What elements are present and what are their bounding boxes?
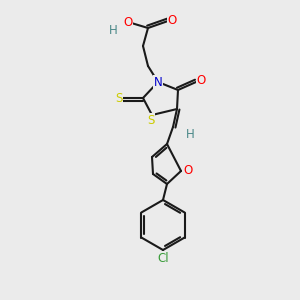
Text: Cl: Cl bbox=[157, 251, 169, 265]
Text: N: N bbox=[154, 76, 162, 88]
Text: S: S bbox=[115, 92, 123, 104]
Text: S: S bbox=[147, 113, 155, 127]
Text: O: O bbox=[167, 14, 177, 28]
Text: O: O bbox=[183, 164, 193, 178]
Text: H: H bbox=[186, 128, 194, 140]
Text: H: H bbox=[109, 23, 117, 37]
Text: O: O bbox=[123, 16, 133, 28]
Text: O: O bbox=[196, 74, 206, 88]
